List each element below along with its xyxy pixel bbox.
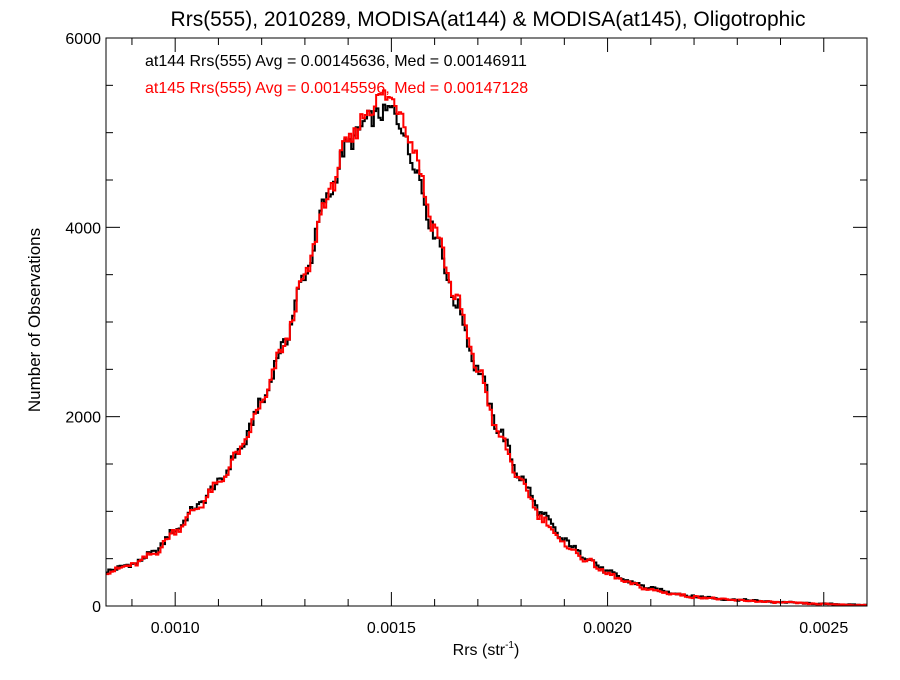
- plot-area: 0.0010 0.0015 0.0020 0.0025 0 2000 4000 6000 at1…: [65, 31, 868, 637]
- y-axis-label: Number of Observations: [25, 228, 44, 412]
- y-tick-label: 0: [92, 599, 101, 616]
- chart-title: Rrs(555), 2010289, MODISA(at144) & MODIS…: [171, 8, 806, 31]
- y-tick-label: 2000: [65, 410, 101, 427]
- x-tick-label: 0.0010: [151, 620, 200, 637]
- legend-annotation-at145: at145 Rrs(555) Avg = 0.00145596, Med = 0…: [145, 80, 528, 97]
- legend-annotation-at144: at144 Rrs(555) Avg = 0.00145636, Med = 0…: [145, 53, 527, 70]
- x-axis-label-superscript: -1: [505, 640, 514, 651]
- x-tick-label: 0.0015: [367, 620, 416, 637]
- plot-frame: [105, 37, 868, 607]
- y-tick-label: 6000: [65, 31, 101, 48]
- x-axis-label-close: ): [514, 642, 519, 659]
- series-line-at144: [106, 103, 868, 607]
- y-tick-label: 4000: [65, 220, 101, 237]
- x-tick-label: 0.0020: [583, 620, 632, 637]
- x-axis-label: Rrs (str-1): [453, 640, 520, 659]
- series-line-at145: [106, 89, 868, 607]
- x-axis-label-main: Rrs (str: [453, 642, 506, 659]
- x-tick-label: 0.0025: [799, 620, 848, 637]
